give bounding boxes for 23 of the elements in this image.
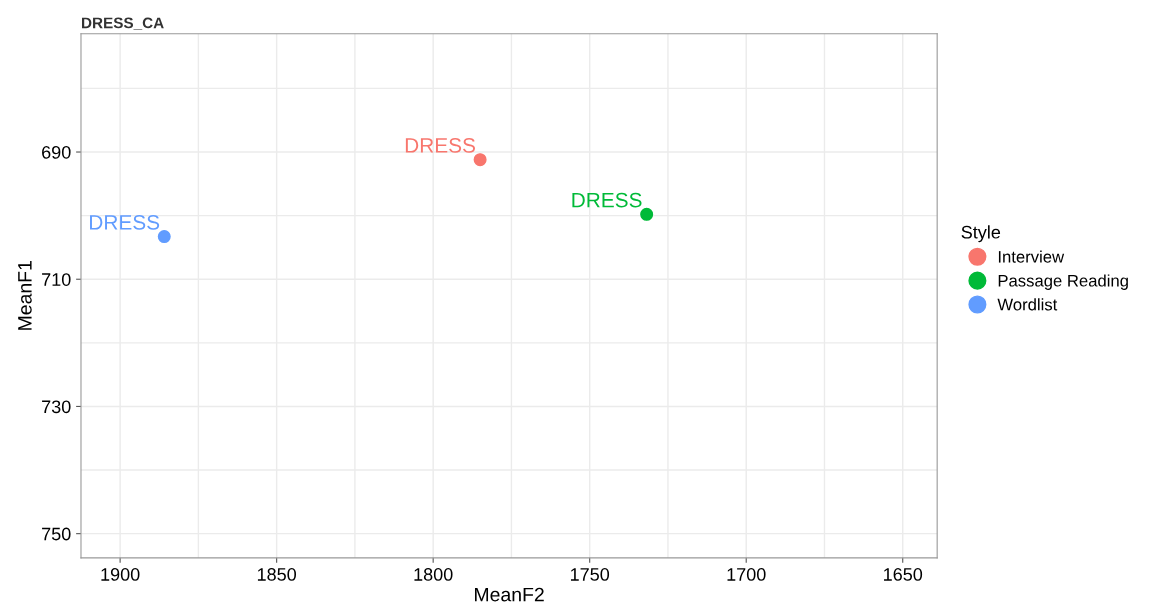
legend-label: Wordlist — [997, 298, 1058, 311]
legend-label: Interview — [998, 250, 1065, 263]
x-tick-label: 1650 — [884, 568, 923, 581]
y-tick-label: 730 — [42, 400, 71, 414]
legend-label: Passage Reading — [998, 274, 1128, 290]
y-tick-label: 690 — [42, 145, 71, 159]
x-tick-label: 1700 — [727, 568, 766, 581]
x-tick-label: 1800 — [414, 568, 453, 581]
annotation: DRESS — [572, 192, 642, 208]
point — [157, 230, 171, 244]
legend-title: Style — [961, 225, 1001, 243]
annotation: DRESS — [405, 138, 475, 153]
x-axis-title: MeanF2 — [475, 587, 544, 602]
x-tick-label: 1900 — [101, 568, 140, 581]
x-tick-label: 1850 — [257, 568, 297, 581]
y-tick-label: 710 — [42, 273, 71, 286]
annotation: DRESS — [90, 214, 160, 230]
chart-title: DRESS_CA — [82, 17, 164, 31]
y-tick-label: 750 — [42, 527, 71, 541]
point — [473, 153, 487, 167]
y-axis-title: MeanF1 — [18, 261, 32, 330]
x-tick-label: 1750 — [570, 568, 610, 581]
point — [640, 207, 654, 221]
